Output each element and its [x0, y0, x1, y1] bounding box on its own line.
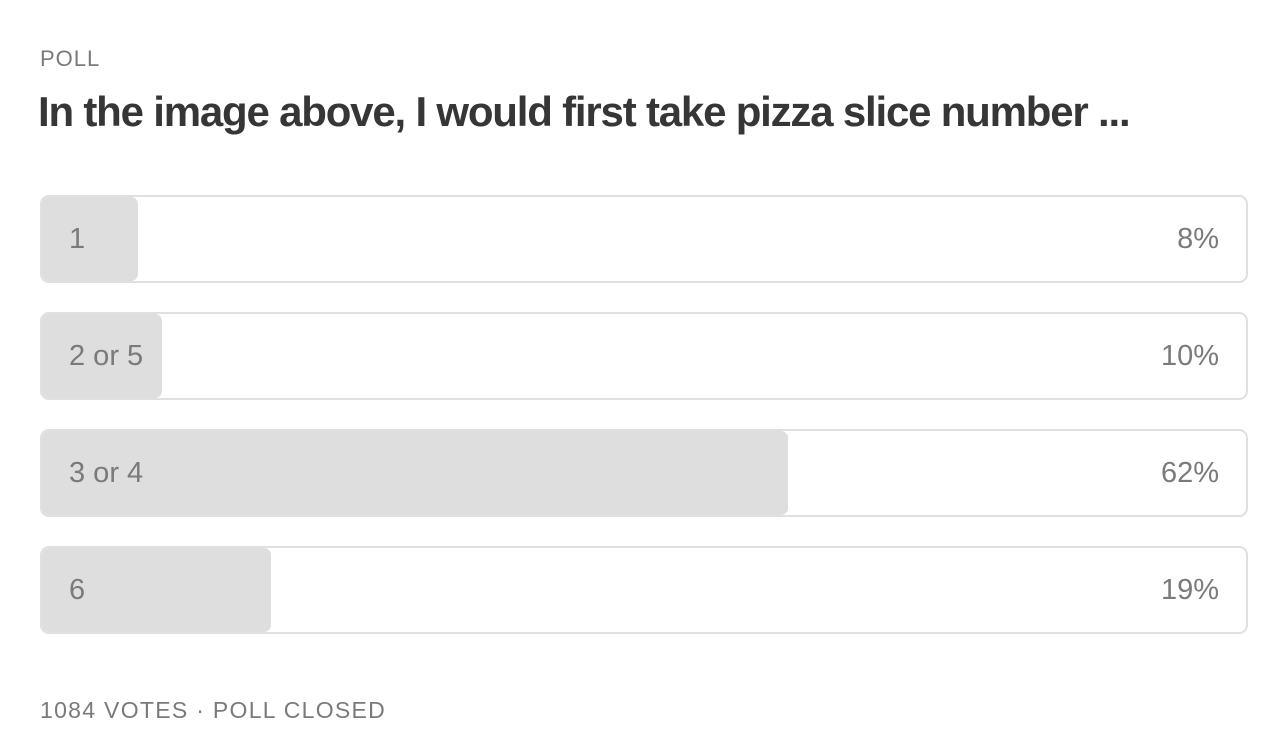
poll-footer: 1084 VOTES · POLL CLOSED	[40, 697, 387, 723]
poll-options: 1 8% 2 or 5 10% 3 or 4 62% 6 19%	[40, 195, 1248, 663]
poll-question: In the image above, I would first take p…	[38, 88, 1131, 135]
poll-label: POLL	[40, 46, 101, 71]
option-label: 6	[69, 574, 86, 606]
poll-option: 1 8%	[40, 195, 1248, 283]
result-bar	[42, 314, 163, 398]
poll-option: 2 or 5 10%	[40, 312, 1248, 400]
option-percent: 62%	[1160, 457, 1219, 489]
option-label: 3 or 4	[69, 457, 144, 489]
result-bar	[42, 431, 789, 515]
option-label: 1	[69, 223, 86, 255]
poll-option: 6 19%	[40, 546, 1248, 634]
poll-option: 3 or 4 62%	[40, 429, 1248, 517]
result-bar	[42, 548, 271, 632]
option-percent: 8%	[1177, 223, 1219, 255]
option-percent: 10%	[1160, 340, 1219, 372]
option-percent: 19%	[1160, 574, 1219, 606]
option-label: 2 or 5	[69, 340, 144, 372]
result-bar	[42, 197, 139, 281]
